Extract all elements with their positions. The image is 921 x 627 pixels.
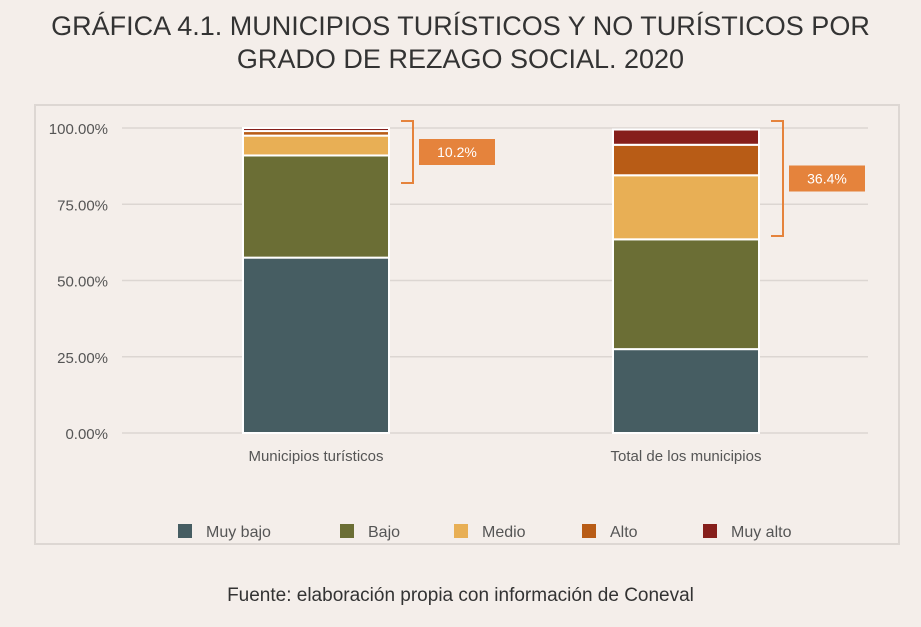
bar-segment-alto (612, 143, 760, 177)
x-tick-label: Municipios turísticos (248, 448, 383, 465)
legend-swatch (340, 524, 354, 538)
x-tick-label: Total de los municipios (611, 448, 762, 465)
legend-label: Bajo (368, 524, 400, 541)
callout-label: 36.4% (807, 171, 847, 187)
bar-segment-bajo (242, 154, 390, 259)
y-tick-label: 25.00% (57, 350, 108, 367)
legend-label: Alto (610, 524, 638, 541)
bracket (771, 120, 784, 237)
chart-title-line1: GRÁFICA 4.1. MUNICIPIOS TURÍSTICOS Y NO … (51, 11, 870, 41)
bar-segment-medio (242, 134, 390, 157)
legend-swatch (454, 524, 468, 538)
chart-title-line2: GRADO DE REZAGO SOCIAL. 2020 (236, 44, 685, 74)
legend-label: Muy alto (731, 524, 792, 541)
y-tick-label: 0.00% (65, 426, 108, 443)
legend-swatch (703, 524, 717, 538)
bar-segment-bajo (612, 238, 760, 351)
callout-box (789, 165, 865, 192)
bracket (401, 120, 414, 184)
source-note: Fuente: elaboración propia con informaci… (227, 585, 694, 606)
callout-box (419, 139, 495, 165)
y-tick-label: 100.00% (49, 121, 108, 138)
legend-label: Muy bajo (206, 524, 271, 541)
legend-swatch (582, 524, 596, 538)
legend-swatch (178, 524, 192, 538)
legend-label: Medio (482, 524, 526, 541)
y-tick-label: 50.00% (57, 274, 108, 291)
bar-segment-muy-alto (242, 127, 390, 133)
chart-frame (34, 104, 900, 545)
chart-title: GRÁFICA 4.1. MUNICIPIOS TURÍSTICOS Y NO … (0, 10, 921, 76)
bar-segment-muy-bajo (242, 256, 390, 434)
callout-label: 10.2% (437, 144, 477, 160)
y-tick-label: 75.00% (57, 197, 108, 214)
bar-segment-muy-bajo (612, 348, 760, 434)
bar-segment-muy-alto (612, 128, 760, 146)
bar-segment-medio (612, 174, 760, 241)
